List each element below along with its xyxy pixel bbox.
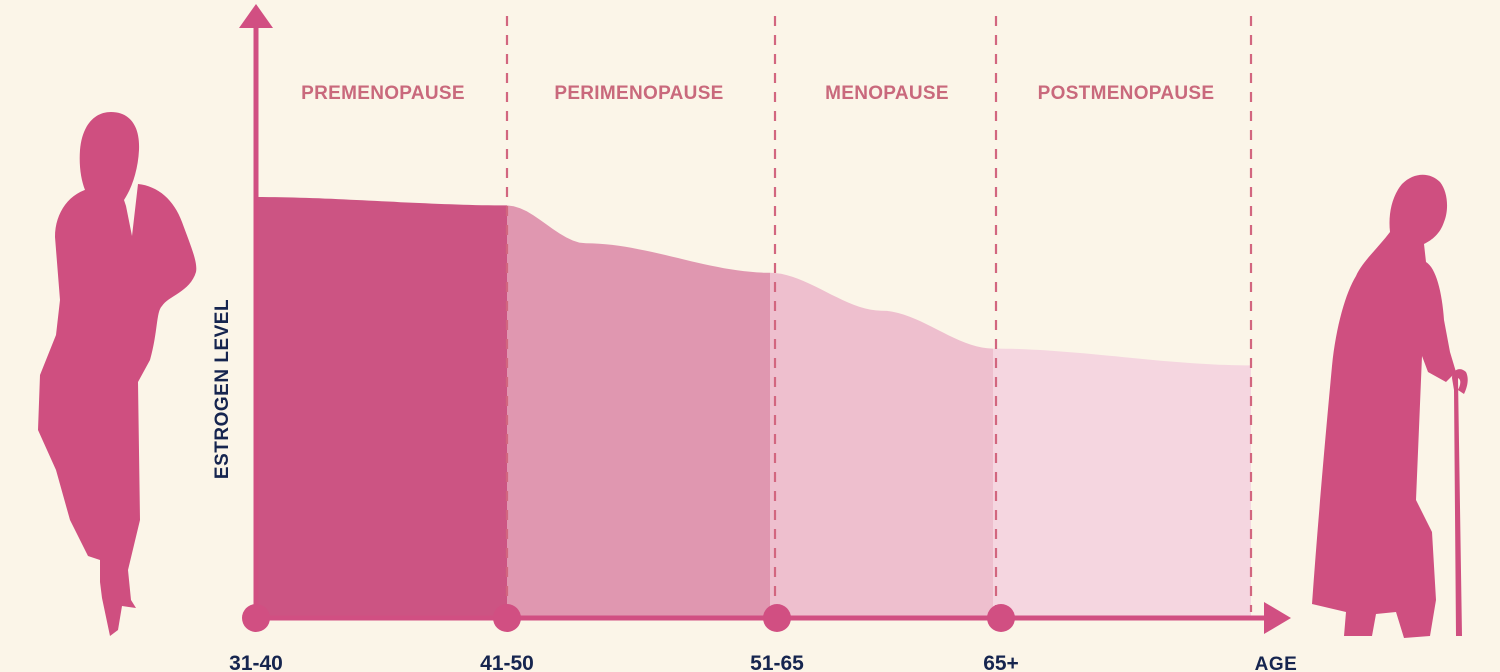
x-tick-label: 31-40 <box>229 652 283 672</box>
elderly-woman-with-cane-silhouette-icon <box>1312 174 1468 639</box>
phase-area-menopause <box>770 272 993 618</box>
standing-woman-silhouette-icon <box>38 112 197 636</box>
x-tick-marker <box>763 604 791 632</box>
x-tick-marker <box>987 604 1015 632</box>
tick-markers <box>242 604 1015 632</box>
phase-area-premenopause <box>256 197 507 618</box>
phase-area-perimenopause <box>507 205 770 618</box>
axes <box>239 4 1291 634</box>
x-tick-marker <box>242 604 270 632</box>
x-tick-label: 41-50 <box>480 652 534 672</box>
x-tick-label: 51-65 <box>750 652 804 672</box>
phase-label-postmenopause: POSTMENOPAUSE <box>1038 83 1215 104</box>
phase-dividers <box>505 16 1253 612</box>
phase-label-menopause: MENOPAUSE <box>825 83 949 104</box>
phase-labels: PREMENOPAUSE PERIMENOPAUSE MENOPAUSE POS… <box>301 83 1214 104</box>
y-axis-arrow <box>239 4 273 28</box>
phase-label-premenopause: PREMENOPAUSE <box>301 83 465 104</box>
x-tick-labels: 31-40 41-50 51-65 65+ <box>229 652 1019 672</box>
x-axis-arrow <box>1264 602 1291 634</box>
phase-label-perimenopause: PERIMENOPAUSE <box>554 83 723 104</box>
x-tick-label: 65+ <box>983 652 1019 672</box>
x-tick-marker <box>493 604 521 632</box>
phase-areas <box>256 197 1251 618</box>
y-axis-title: ESTROGEN LEVEL <box>212 299 233 479</box>
phase-area-postmenopause <box>993 348 1251 618</box>
x-axis-title: AGE <box>1255 654 1298 672</box>
